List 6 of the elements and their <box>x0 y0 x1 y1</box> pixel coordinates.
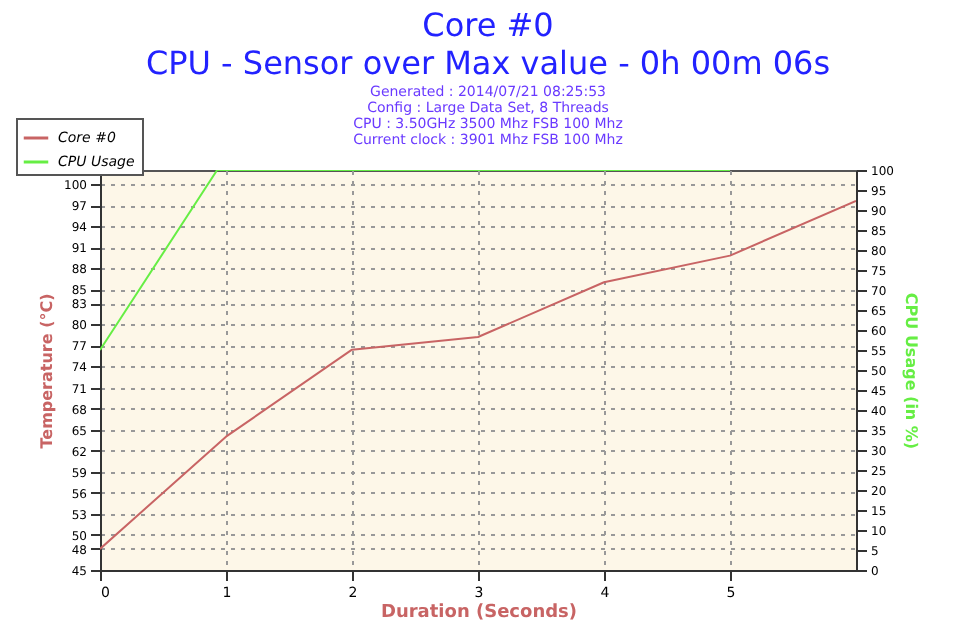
y2-axis-title: CPU Usage (in %) <box>901 292 920 450</box>
x-axis-title: Duration (Seconds) <box>380 603 578 623</box>
line-series <box>100 199 856 550</box>
chart-subtitle: CPU - Sensor over Max value - 0h 00m 06s <box>145 44 831 82</box>
chart-title: Core #0 <box>422 6 554 44</box>
y-axis-title: Temperature (°C) <box>38 293 57 449</box>
